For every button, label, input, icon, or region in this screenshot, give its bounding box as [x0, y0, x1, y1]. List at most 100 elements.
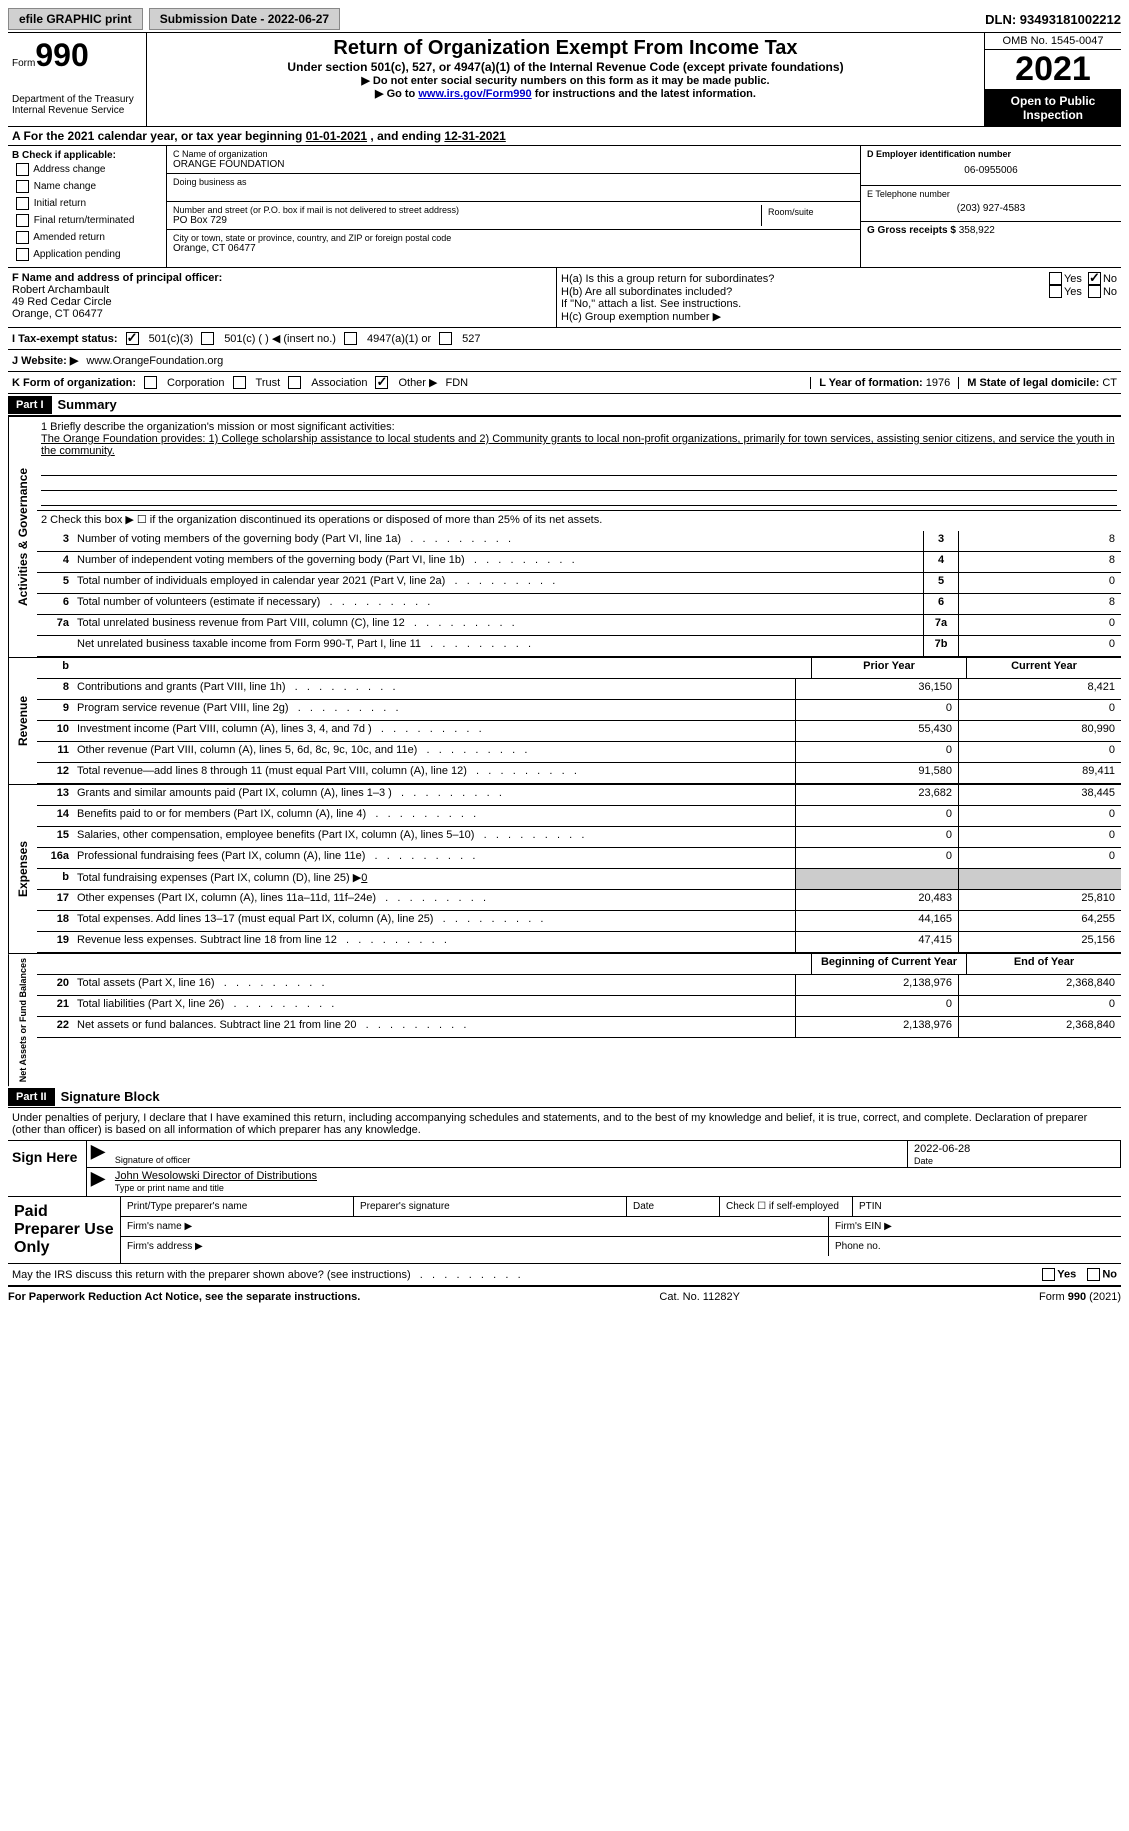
summary-row: Net unrelated business taxable income fr…: [37, 636, 1121, 657]
irs-label: Internal Revenue Service: [12, 105, 142, 116]
prep-date-label: Date: [627, 1197, 720, 1216]
trust-checkbox[interactable]: [233, 376, 246, 389]
corp-checkbox[interactable]: [144, 376, 157, 389]
option-checkbox[interactable]: [16, 231, 29, 244]
hb-yes-checkbox[interactable]: [1049, 285, 1062, 298]
self-employed-label: Check ☐ if self-employed: [720, 1197, 853, 1216]
ein-value: 06-0955006: [867, 159, 1115, 182]
officer-addr2: Orange, CT 06477: [12, 308, 552, 320]
discuss-yes-checkbox[interactable]: [1042, 1268, 1055, 1281]
net-assets-section: Net Assets or Fund Balances Beginning of…: [8, 953, 1121, 1086]
summary-row: 8Contributions and grants (Part VIII, li…: [37, 679, 1121, 700]
summary-row: 21Total liabilities (Part X, line 26)00: [37, 996, 1121, 1017]
instr-ssn: ▶ Do not enter social security numbers o…: [155, 74, 976, 87]
discuss-no-checkbox[interactable]: [1087, 1268, 1100, 1281]
open-inspection: Open to Public Inspection: [985, 90, 1121, 126]
room-label: Room/suite: [768, 207, 848, 217]
state-domicile: CT: [1102, 377, 1117, 389]
arrow-icon: ▶: [87, 1168, 109, 1196]
officer-name-title: John Wesolowski Director of Distribution…: [115, 1170, 1115, 1182]
net-assets-sidelabel: Net Assets or Fund Balances: [8, 954, 37, 1086]
checkbox-option: Address change: [12, 161, 162, 178]
summary-row: 3Number of voting members of the governi…: [37, 531, 1121, 552]
checkbox-option: Name change: [12, 178, 162, 195]
efile-print-button[interactable]: efile GRAPHIC print: [8, 8, 143, 30]
paid-preparer-section: Paid Preparer Use Only Print/Type prepar…: [8, 1197, 1121, 1264]
summary-row: 9Program service revenue (Part VIII, lin…: [37, 700, 1121, 721]
checkbox-option: Final return/terminated: [12, 212, 162, 229]
instr-goto: ▶ Go to www.irs.gov/Form990 for instruct…: [155, 87, 976, 100]
paid-preparer-label: Paid Preparer Use Only: [8, 1197, 120, 1263]
checkbox-option: Application pending: [12, 246, 162, 263]
other-value: FDN: [445, 377, 468, 389]
paperwork-notice: For Paperwork Reduction Act Notice, see …: [8, 1291, 360, 1303]
revenue-sidelabel: Revenue: [8, 658, 37, 784]
summary-row: 20Total assets (Part X, line 16)2,138,97…: [37, 975, 1121, 996]
section-k-l-m: K Form of organization: Corporation Trus…: [8, 372, 1121, 394]
receipts-label: G Gross receipts $: [867, 225, 959, 236]
omb-number: OMB No. 1545-0047: [985, 33, 1121, 50]
dba-label: Doing business as: [173, 177, 854, 187]
city-label: City or town, state or province, country…: [173, 233, 854, 243]
form-header: Form990 Department of the Treasury Inter…: [8, 33, 1121, 127]
officer-addr1: 49 Red Cedar Circle: [12, 296, 552, 308]
501c3-checkbox[interactable]: [126, 332, 139, 345]
4947-checkbox[interactable]: [344, 332, 357, 345]
summary-row: 7aTotal unrelated business revenue from …: [37, 615, 1121, 636]
summary-row: 16aProfessional fundraising fees (Part I…: [37, 848, 1121, 869]
section-j-website: J Website: ▶ www.OrangeFoundation.org: [8, 350, 1121, 372]
dept-label: Department of the Treasury: [12, 94, 142, 105]
hb-no-checkbox[interactable]: [1088, 285, 1101, 298]
other-checkbox[interactable]: [375, 376, 388, 389]
summary-row: 22Net assets or fund balances. Subtract …: [37, 1017, 1121, 1038]
assoc-checkbox[interactable]: [288, 376, 301, 389]
form-page-label: Form 990 (2021): [1039, 1291, 1121, 1303]
firm-ein-label: Firm's EIN ▶: [829, 1217, 1121, 1236]
option-checkbox[interactable]: [16, 180, 29, 193]
begin-year-header: Beginning of Current Year: [811, 954, 966, 974]
website-value: www.OrangeFoundation.org: [86, 355, 223, 367]
ha-no-checkbox[interactable]: [1088, 272, 1101, 285]
checkbox-option: Amended return: [12, 229, 162, 246]
cat-number: Cat. No. 11282Y: [659, 1291, 740, 1303]
summary-row: 17Other expenses (Part IX, column (A), l…: [37, 890, 1121, 911]
revenue-section: Revenue b Prior Year Current Year 8Contr…: [8, 657, 1121, 784]
hb-label: H(b) Are all subordinates included?: [561, 286, 1049, 298]
option-checkbox[interactable]: [16, 248, 29, 261]
arrow-icon: ▶: [87, 1141, 109, 1167]
irs-link[interactable]: www.irs.gov/Form990: [418, 88, 531, 100]
tax-year: 2021: [985, 50, 1121, 90]
type-print-label: Type or print name and title: [115, 1183, 224, 1193]
check-applicable-label: B Check if applicable:: [12, 150, 162, 161]
print-name-label: Print/Type preparer's name: [121, 1197, 354, 1216]
discuss-label: May the IRS discuss this return with the…: [12, 1269, 411, 1281]
checkbox-option: Initial return: [12, 195, 162, 212]
summary-row: 6Total number of volunteers (estimate if…: [37, 594, 1121, 615]
summary-row: 12Total revenue—add lines 8 through 11 (…: [37, 763, 1121, 784]
firm-addr-label: Firm's address ▶: [121, 1237, 829, 1256]
phone-value: (203) 927-4583: [867, 199, 1115, 218]
summary-row: 13Grants and similar amounts paid (Part …: [37, 785, 1121, 806]
option-checkbox[interactable]: [16, 214, 29, 227]
hc-label: H(c) Group exemption number ▶: [561, 310, 1117, 323]
ha-label: H(a) Is this a group return for subordin…: [561, 273, 1049, 285]
501c-checkbox[interactable]: [201, 332, 214, 345]
dln-label: DLN: 93493181002212: [985, 12, 1121, 27]
summary-row: 5Total number of individuals employed in…: [37, 573, 1121, 594]
part-i-header: Part I Summary: [8, 394, 1121, 416]
firm-name-label: Firm's name ▶: [121, 1217, 829, 1236]
summary-row: 18Total expenses. Add lines 13–17 (must …: [37, 911, 1121, 932]
summary-row: 10Investment income (Part VIII, column (…: [37, 721, 1121, 742]
sig-date-value: 2022-06-28: [914, 1143, 1114, 1155]
option-checkbox[interactable]: [16, 197, 29, 210]
summary-row: 4Number of independent voting members of…: [37, 552, 1121, 573]
section-i-status: I Tax-exempt status: 501(c)(3) 501(c) ( …: [8, 328, 1121, 350]
mission-text: The Orange Foundation provides: 1) Colle…: [41, 433, 1117, 457]
officer-name: Robert Archambault: [12, 284, 552, 296]
year-formation: 1976: [926, 377, 950, 389]
527-checkbox[interactable]: [439, 332, 452, 345]
ha-yes-checkbox[interactable]: [1049, 272, 1062, 285]
ptin-label: PTIN: [853, 1197, 1121, 1216]
option-checkbox[interactable]: [16, 163, 29, 176]
addr-label: Number and street (or P.O. box if mail i…: [173, 205, 761, 215]
